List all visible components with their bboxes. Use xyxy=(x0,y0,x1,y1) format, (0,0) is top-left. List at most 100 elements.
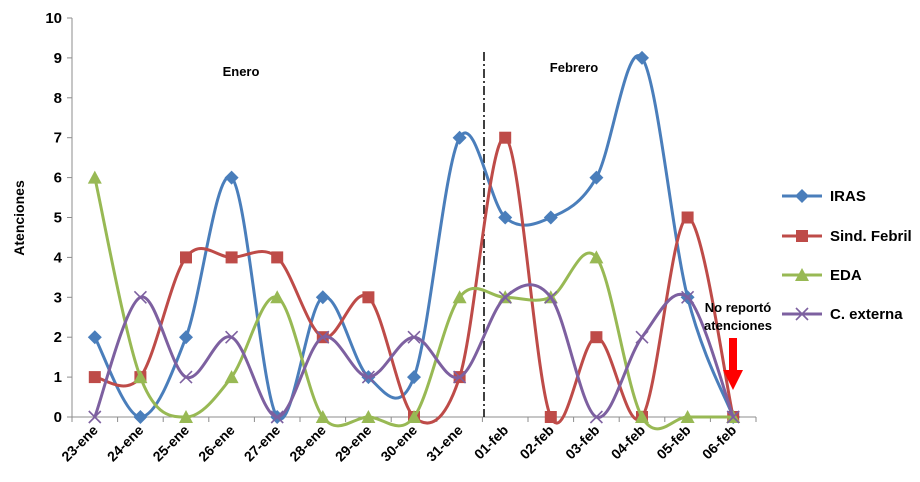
x-tick-label: 26-ene xyxy=(195,422,238,465)
y-ticks: 0 1 2 3 4 5 6 7 8 9 10 xyxy=(45,10,72,426)
data-point-sind-febril xyxy=(362,291,375,304)
series-line-eda xyxy=(93,177,734,431)
data-point-eda xyxy=(315,410,330,423)
data-point-sind-febril xyxy=(544,411,557,423)
legend-marker xyxy=(795,189,809,203)
data-point-eda xyxy=(407,410,421,423)
data-point-c-externa xyxy=(88,410,102,424)
y-tick-label: 3 xyxy=(54,289,62,306)
data-point-sind-febril xyxy=(681,211,694,224)
x-tick-label: 29-ene xyxy=(332,422,375,465)
data-point-c-externa xyxy=(453,370,467,384)
legend-label: C. externa xyxy=(830,306,903,323)
x-tick-label: 24-ene xyxy=(104,422,147,465)
data-point-eda xyxy=(87,170,102,184)
data-point-sind-febril xyxy=(271,251,284,264)
x-tick-label: 23-ene xyxy=(58,422,101,465)
series-iras xyxy=(87,50,741,424)
data-point-iras xyxy=(635,50,649,65)
data-point-c-externa xyxy=(681,290,695,304)
legend-marker xyxy=(795,268,809,281)
x-tick-label: 25-ene xyxy=(149,422,192,465)
data-point-eda xyxy=(361,410,376,423)
y-tick-label: 6 xyxy=(54,170,62,187)
data-point-eda xyxy=(133,370,148,384)
data-point-eda xyxy=(224,370,239,384)
data-point-iras xyxy=(133,410,148,424)
legend-item-eda: EDA xyxy=(782,267,862,284)
data-point-eda xyxy=(179,410,193,423)
legend: IRAS Sind. Febril EDA C. externa xyxy=(782,188,912,323)
y-tick-label: 10 xyxy=(45,10,62,27)
data-point-iras xyxy=(224,170,239,185)
data-point-sind-febril xyxy=(88,371,101,384)
legend-marker xyxy=(795,307,809,321)
y-tick-label: 5 xyxy=(54,210,62,227)
x-tick-label: 30-ene xyxy=(377,422,420,465)
series-line-c-externa xyxy=(93,283,735,419)
data-point-iras xyxy=(498,210,513,225)
legend-item-iras: IRAS xyxy=(782,188,866,205)
data-point-iras xyxy=(589,170,604,185)
x-tick-label: 04-feb xyxy=(608,422,648,462)
data-point-eda xyxy=(589,250,604,264)
data-point-c-externa xyxy=(498,290,512,304)
data-point-c-externa xyxy=(133,290,147,304)
data-point-iras xyxy=(543,210,558,225)
data-point-sind-febril xyxy=(180,251,192,264)
annotation-enero: Enero xyxy=(223,64,260,79)
data-point-c-externa xyxy=(225,330,239,344)
data-point-c-externa xyxy=(726,410,740,424)
data-point-c-externa xyxy=(544,290,558,304)
data-point-c-externa xyxy=(589,410,603,424)
down-arrow-icon xyxy=(723,338,743,390)
data-point-iras xyxy=(179,330,193,345)
legend-label: EDA xyxy=(830,267,862,284)
data-point-sind-febril xyxy=(499,131,512,144)
x-tick-label: 03-feb xyxy=(562,422,602,462)
legend-label: IRAS xyxy=(830,188,866,205)
data-point-iras xyxy=(407,370,421,385)
data-point-eda xyxy=(635,410,649,423)
data-point-c-externa xyxy=(316,330,330,344)
legend-item-c-externa: C. externa xyxy=(782,306,903,323)
x-tick-label: 02-feb xyxy=(516,422,556,462)
y-tick-label: 2 xyxy=(54,329,62,346)
x-tick-label: 31-ene xyxy=(423,422,466,465)
series-c-externa xyxy=(88,283,740,424)
data-point-eda xyxy=(270,290,285,304)
data-point-c-externa xyxy=(407,330,421,344)
x-tick-label: 28-ene xyxy=(286,422,329,465)
annotation-no-report-line2: atenciones xyxy=(704,318,772,333)
data-point-iras xyxy=(315,290,330,305)
series-layer xyxy=(87,50,741,431)
y-tick-label: 4 xyxy=(54,249,63,266)
y-tick-label: 0 xyxy=(54,409,62,426)
x-tick-label: 01-feb xyxy=(471,422,511,462)
y-axis-title: Atenciones xyxy=(11,180,27,256)
data-point-c-externa xyxy=(179,370,193,384)
y-tick-label: 7 xyxy=(54,130,62,147)
data-point-iras xyxy=(87,330,102,345)
data-point-c-externa xyxy=(270,410,284,424)
legend-marker xyxy=(796,230,808,242)
y-tick-label: 1 xyxy=(54,369,62,386)
data-point-c-externa xyxy=(361,370,375,384)
data-point-sind-febril xyxy=(225,251,238,264)
x-tick-label: 27-ene xyxy=(241,422,284,465)
data-point-eda xyxy=(452,290,467,304)
data-point-eda xyxy=(680,410,695,423)
annotation-febrero: Febrero xyxy=(550,60,598,75)
series-eda xyxy=(87,170,741,431)
y-tick-label: 9 xyxy=(54,50,62,67)
data-point-sind-febril xyxy=(590,331,603,344)
data-point-iras xyxy=(452,130,467,145)
y-tick-label: 8 xyxy=(54,90,62,107)
series-line-iras xyxy=(93,54,735,421)
data-point-c-externa xyxy=(635,330,649,344)
x-tick-label: 06-feb xyxy=(699,422,739,462)
annotation-no-report-line1: No reportó xyxy=(705,300,772,315)
legend-label: Sind. Febril xyxy=(830,228,912,245)
legend-item-sind-febril: Sind. Febril xyxy=(782,228,912,245)
